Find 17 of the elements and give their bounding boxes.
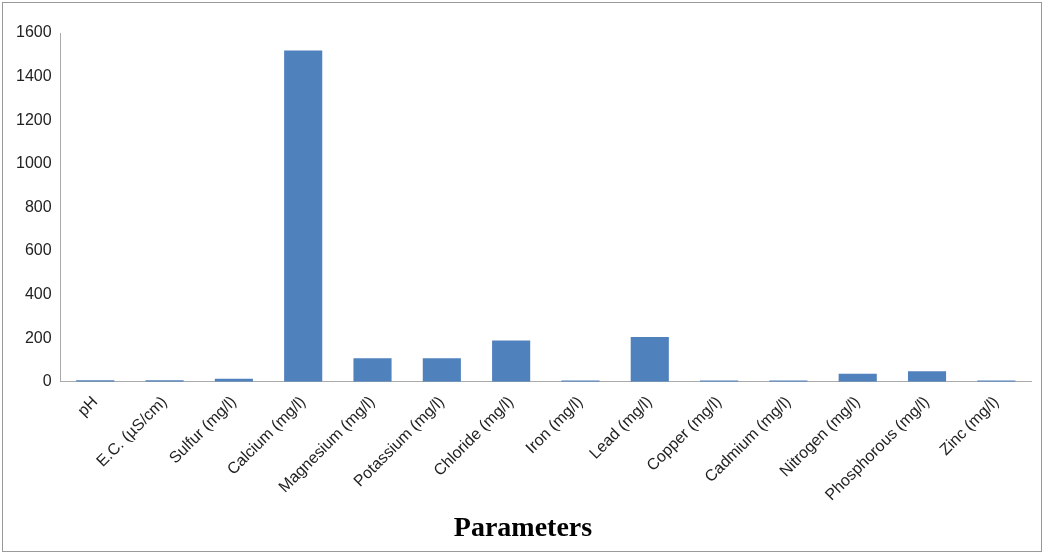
y-tick-label: 1600: [16, 23, 52, 41]
y-tick-label: 800: [24, 197, 52, 215]
bar: [630, 337, 669, 382]
x-tick-label: pH: [74, 392, 101, 420]
bar: [422, 358, 461, 382]
x-axis-title: Parameters: [452, 511, 594, 543]
y-tick-label: 0: [42, 372, 52, 390]
y-tick-label: 1400: [16, 66, 52, 84]
bar: [907, 371, 947, 382]
y-tick-label: 200: [24, 328, 52, 346]
y-tick-label: 400: [24, 284, 52, 302]
y-tick-label: 1000: [16, 154, 52, 172]
y-tick-label: 600: [24, 241, 52, 259]
y-tick-label: 1200: [16, 110, 52, 128]
bar: [492, 340, 531, 382]
bar: [284, 50, 323, 382]
bar: [353, 358, 392, 382]
